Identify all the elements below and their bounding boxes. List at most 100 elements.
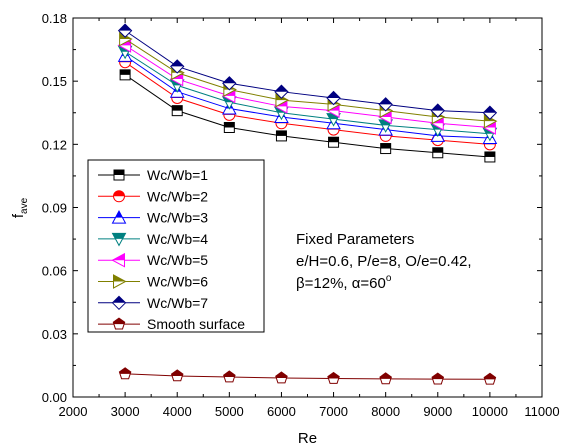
x-axis: 2000 3000 4000 5000 6000 7000 8000 9000 10000 110… bbox=[59, 18, 560, 419]
series-line bbox=[124, 55, 490, 139]
marker-square bbox=[113, 169, 125, 181]
y-tick-label: 0.15 bbox=[42, 74, 67, 89]
x-tick-label: 4000 bbox=[163, 404, 192, 419]
series-line bbox=[125, 373, 490, 380]
marker-fill bbox=[327, 91, 341, 99]
legend-item: Smooth surface bbox=[98, 316, 245, 332]
series-line bbox=[124, 38, 490, 122]
data-point bbox=[222, 76, 237, 91]
x-tick-label: 9000 bbox=[423, 404, 452, 419]
data-point bbox=[482, 105, 498, 120]
series-line bbox=[124, 61, 490, 145]
x-tick-label: 8000 bbox=[371, 404, 400, 419]
series-line bbox=[124, 44, 490, 128]
data-point bbox=[484, 151, 496, 163]
data-point bbox=[275, 130, 287, 142]
marker-triangle-up bbox=[111, 210, 127, 224]
data-point bbox=[430, 103, 445, 118]
x-tick-label: 11000 bbox=[524, 404, 559, 419]
legend-label: Wc/Wb=4 bbox=[147, 231, 208, 247]
marker-fill bbox=[171, 369, 183, 376]
annotation-line-3: β=12%, α=60o bbox=[296, 273, 392, 292]
parameters-annotation: Fixed Parameters e/H=0.6, P/e=8, O/e=0.4… bbox=[296, 231, 472, 292]
legend-label: Wc/Wb=7 bbox=[147, 295, 208, 311]
legend-label: Wc/Wb=1 bbox=[147, 167, 208, 183]
y-axis-label-sub: ave bbox=[19, 197, 30, 214]
legend-item: Wc/Wb=7 bbox=[98, 295, 208, 311]
legend-item: Wc/Wb=3 bbox=[98, 210, 208, 226]
marker-triangle-left bbox=[111, 252, 125, 268]
x-tick-label: 5000 bbox=[215, 404, 244, 419]
data-point bbox=[431, 372, 445, 385]
data-point bbox=[326, 90, 341, 106]
legend-item: Wc/Wb=1 bbox=[98, 167, 208, 183]
y-tick-label: 0.03 bbox=[42, 327, 67, 342]
marker-fill bbox=[118, 24, 132, 31]
series-7 bbox=[117, 23, 498, 120]
y-axis-label: fave bbox=[10, 197, 30, 218]
marker-fill bbox=[484, 373, 496, 380]
legend-item: Wc/Wb=5 bbox=[98, 252, 208, 268]
marker-fill bbox=[484, 151, 495, 157]
marker-fill bbox=[222, 76, 236, 84]
annotation-beta-alpha: β=12%, α=60 bbox=[296, 275, 386, 292]
marker-fill bbox=[379, 97, 393, 105]
x-tick-label: 6000 bbox=[267, 404, 296, 419]
x-tick-label: 2000 bbox=[59, 404, 88, 419]
legend-item: Wc/Wb=2 bbox=[98, 188, 208, 204]
marker-pentagon bbox=[112, 317, 126, 330]
marker-fill bbox=[274, 85, 288, 92]
legend-label: Smooth surface bbox=[147, 316, 245, 332]
y-tick-label: 0.18 bbox=[42, 11, 67, 26]
marker-fill bbox=[432, 147, 443, 153]
data-point bbox=[117, 23, 133, 38]
x-tick-label: 10000 bbox=[472, 404, 508, 419]
marker-fill bbox=[113, 318, 125, 325]
y-tick-label: 0.09 bbox=[42, 201, 67, 216]
marker-triangle-right bbox=[113, 274, 127, 289]
marker-fill bbox=[431, 104, 445, 111]
series-8 bbox=[118, 367, 497, 385]
annotation-degree: o bbox=[386, 273, 392, 284]
marker-fill bbox=[112, 296, 126, 303]
marker-fill bbox=[112, 253, 125, 261]
marker-fill bbox=[170, 59, 184, 67]
x-tick-label: 3000 bbox=[111, 404, 140, 419]
series-line bbox=[124, 51, 490, 135]
marker-fill bbox=[113, 190, 125, 197]
x-axis-label: Re bbox=[298, 430, 317, 447]
marker-fill bbox=[114, 170, 124, 175]
marker-fill bbox=[432, 373, 444, 380]
data-point bbox=[118, 367, 132, 380]
marker-fill bbox=[224, 122, 235, 128]
data-point bbox=[378, 97, 393, 112]
y-tick-label: 0.12 bbox=[42, 137, 67, 152]
marker-diamond bbox=[111, 295, 127, 311]
data-point bbox=[380, 143, 392, 155]
y-axis: 0.00 0.03 0.06 0.09 0.12 0.15 0.18 bbox=[42, 11, 542, 405]
series-layer bbox=[117, 23, 498, 385]
x-tick-label: 7000 bbox=[319, 404, 348, 419]
marker-fill bbox=[379, 372, 392, 379]
data-point bbox=[171, 105, 183, 117]
series-line bbox=[124, 30, 490, 114]
marker-fill bbox=[113, 275, 126, 282]
data-point bbox=[274, 84, 289, 99]
marker-fill bbox=[327, 372, 340, 379]
y-tick-label: 0.00 bbox=[42, 390, 67, 405]
marker-fill bbox=[380, 143, 391, 149]
data-point bbox=[223, 121, 235, 133]
legend-label: Wc/Wb=6 bbox=[147, 274, 208, 290]
marker-fill bbox=[328, 137, 339, 143]
marker-triangle-down bbox=[111, 232, 127, 247]
data-point bbox=[379, 372, 392, 385]
marker-fill bbox=[115, 211, 123, 218]
legend-item: Wc/Wb=4 bbox=[98, 231, 208, 247]
marker-fill bbox=[276, 130, 287, 136]
marker-fill bbox=[172, 105, 183, 111]
data-point bbox=[432, 147, 444, 159]
legend-label: Wc/Wb=3 bbox=[147, 210, 208, 226]
marker-fill bbox=[112, 233, 126, 239]
marker-fill bbox=[119, 367, 131, 374]
